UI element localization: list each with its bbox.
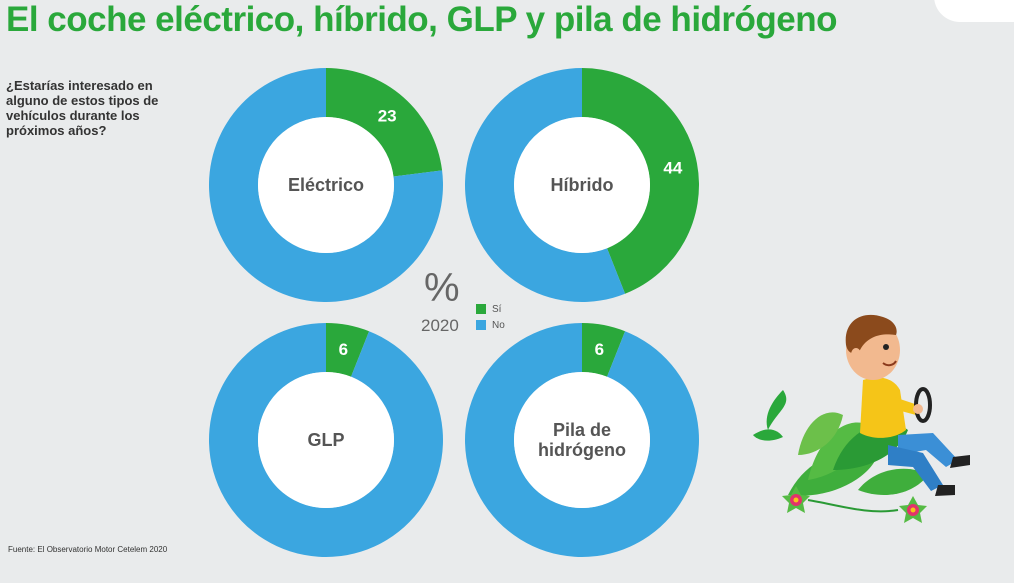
legend-label-yes: Sí bbox=[492, 303, 502, 315]
slice-no-electrico bbox=[209, 68, 443, 302]
slice-yes-glp bbox=[326, 323, 370, 377]
corner-tab bbox=[934, 0, 1014, 22]
slice-yes-pila-de-hidrogeno bbox=[582, 323, 626, 377]
survey-question: ¿Estarías interesado en alguno de estos … bbox=[6, 78, 159, 138]
value-label-glp: 6 bbox=[339, 340, 348, 359]
value-label-pila-de-hidrogeno: 6 bbox=[595, 340, 604, 359]
center-label-hibrido: Híbrido bbox=[551, 175, 614, 195]
legend-label-no: No bbox=[492, 319, 505, 331]
value-label-electrico: 23 bbox=[378, 107, 397, 126]
page-title: El coche eléctrico, híbrido, GLP y pila … bbox=[6, 0, 838, 39]
slice-yes-hibrido bbox=[582, 68, 700, 294]
center-label-pila-de-hidrogeno: Pila de hidrógeno bbox=[538, 420, 626, 460]
slice-no-hibrido bbox=[465, 68, 626, 302]
donut-pila-de-hidrogeno: 6 Pila de hidrógeno bbox=[465, 323, 700, 557]
slice-no-pila-de-hidrogeno bbox=[465, 323, 700, 557]
legend-item-yes: Sí bbox=[476, 301, 505, 317]
donut-hibrido: 44 Híbrido bbox=[465, 68, 700, 302]
donut-hole-glp bbox=[258, 372, 394, 508]
value-label-hibrido: 44 bbox=[663, 159, 682, 178]
percent-unit: % bbox=[424, 266, 460, 310]
source-note: Fuente: El Observatorio Motor Cetelem 20… bbox=[8, 545, 168, 554]
legend: Sí No bbox=[476, 301, 505, 333]
legend-item-no: No bbox=[476, 317, 505, 333]
year-label: 2020 bbox=[421, 316, 459, 335]
legend-swatch-yes bbox=[476, 304, 486, 314]
donut-hole-hibrido bbox=[514, 117, 650, 253]
donut-electrico: 23 Eléctrico bbox=[209, 68, 443, 302]
slice-no-glp bbox=[209, 323, 444, 557]
slice-yes-electrico bbox=[326, 68, 443, 177]
donut-hole-electrico bbox=[258, 117, 394, 253]
donut-hole-pila-de-hidrogeno bbox=[514, 372, 650, 508]
legend-swatch-no bbox=[476, 320, 486, 330]
center-label-glp: GLP bbox=[307, 430, 344, 450]
child-driving-illustration bbox=[753, 314, 970, 523]
center-label-electrico: Eléctrico bbox=[288, 175, 364, 195]
donut-glp: 6 GLP bbox=[209, 323, 444, 557]
